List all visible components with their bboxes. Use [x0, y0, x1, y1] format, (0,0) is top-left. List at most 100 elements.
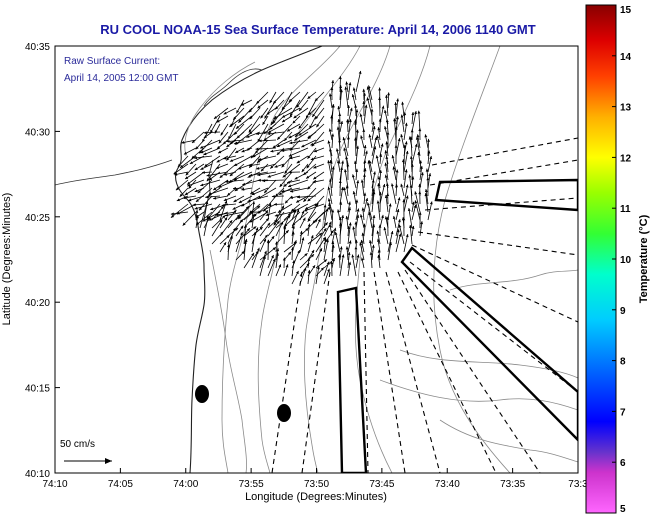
current-vector-head	[225, 213, 229, 217]
current-vector-head	[397, 138, 401, 142]
colorbar-tick-label: 14	[620, 52, 632, 63]
current-vector-head	[372, 224, 376, 228]
current-vector-head	[233, 186, 236, 190]
current-vector-head	[240, 232, 243, 236]
current-vector-head	[281, 106, 285, 110]
x-tick-label: 73:55	[239, 479, 264, 490]
current-vector	[279, 171, 293, 188]
current-vector	[247, 195, 269, 202]
current-vector-head	[370, 108, 374, 112]
current-vector-head	[424, 193, 428, 197]
current-vector-head	[348, 222, 352, 226]
current-vector-head	[386, 131, 390, 135]
current-vector-head	[236, 125, 240, 129]
current-vector	[227, 214, 241, 229]
inlet-line	[199, 159, 214, 229]
current-vector-head	[427, 150, 431, 154]
current-vector-head	[425, 168, 429, 172]
current-vector-head	[252, 201, 256, 205]
current-vector-head	[398, 224, 402, 228]
current-vector	[267, 123, 285, 134]
current-vector	[414, 200, 421, 221]
current-vector-head	[379, 170, 383, 173]
current-vector-head	[287, 215, 291, 219]
current-vector	[170, 203, 189, 219]
current-vector-head	[351, 174, 355, 178]
current-vector	[307, 234, 314, 253]
current-vector-head	[411, 201, 415, 205]
current-vector-head	[404, 169, 408, 173]
current-vector-head	[299, 107, 302, 111]
current-vector-head	[281, 164, 285, 168]
current-vector-head	[343, 147, 347, 151]
current-vector	[368, 160, 373, 181]
current-vector-head	[396, 116, 399, 120]
current-vector	[235, 227, 251, 245]
current-vector-head	[384, 126, 387, 130]
current-vector-head	[328, 128, 332, 132]
current-vector-head	[219, 219, 223, 223]
current-vector-head	[338, 76, 342, 80]
current-vector-head	[367, 160, 371, 164]
current-vector	[251, 187, 269, 196]
current-vector-head	[185, 176, 189, 179]
current-vector-head	[343, 187, 346, 191]
current-vector-head	[224, 200, 228, 204]
current-vector	[203, 215, 209, 237]
x-tick-label: 74:05	[108, 479, 133, 490]
current-vector-head	[381, 214, 384, 219]
current-vector-head	[196, 222, 200, 225]
current-vector	[355, 145, 359, 165]
current-vector-head	[238, 166, 242, 170]
current-vector-head	[250, 191, 254, 194]
x-axis-ticks: 74:10 74:05 74:00 73:55 73:50 73:45 73:40 73:35…	[42, 468, 588, 490]
current-vector-head	[296, 160, 300, 164]
current-vector-head	[328, 221, 332, 225]
current-vector-head	[325, 208, 329, 212]
current-vector-head	[227, 192, 231, 196]
current-vector-head	[272, 258, 276, 262]
current-vector-head	[348, 240, 352, 244]
current-vector-head	[320, 267, 324, 271]
current-vector	[186, 171, 205, 185]
current-vector-head	[411, 225, 415, 229]
current-vector-head	[385, 141, 389, 145]
current-vector-head	[378, 191, 382, 195]
current-vector-head	[218, 185, 222, 188]
current-vector-head	[200, 145, 204, 149]
current-vector-head	[382, 184, 386, 188]
current-vector-head	[345, 185, 349, 189]
current-vector-head	[306, 262, 310, 267]
current-vector-head	[378, 118, 382, 122]
current-vector-head	[331, 166, 335, 170]
current-vector-head	[340, 187, 344, 191]
current-vector-head	[288, 184, 292, 188]
current-vector-head	[376, 230, 380, 234]
current-vector-head	[393, 118, 396, 122]
current-vector-head	[273, 222, 277, 226]
current-vector-head	[208, 177, 213, 181]
current-vector	[259, 250, 267, 269]
current-vector-head	[347, 226, 350, 229]
current-vector-head	[424, 134, 428, 138]
current-vector-head	[301, 210, 305, 214]
current-vector	[215, 211, 237, 216]
current-vector-head	[331, 80, 335, 84]
current-vector-head	[326, 239, 329, 243]
current-vector-head	[404, 141, 408, 145]
current-vector-head	[328, 224, 332, 228]
current-vector	[235, 115, 253, 130]
current-vector-head	[352, 226, 356, 230]
station-marker-2	[277, 404, 291, 422]
current-vector-head	[195, 199, 199, 202]
current-vector	[293, 107, 309, 119]
current-vector	[359, 242, 365, 261]
y-tick-label: 40:20	[25, 298, 50, 309]
current-vector	[395, 98, 399, 117]
current-vector-head	[400, 183, 404, 187]
current-vector-head	[327, 186, 331, 190]
current-vector-head	[369, 240, 372, 244]
current-vector	[219, 200, 228, 221]
current-vector	[371, 214, 375, 237]
current-vector	[352, 226, 357, 245]
